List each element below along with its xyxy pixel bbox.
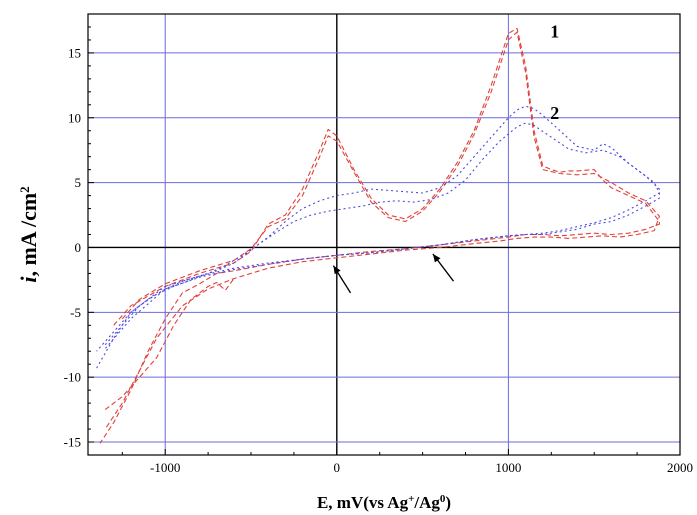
plot-frame	[87, 13, 681, 456]
series-line-3	[104, 278, 235, 411]
y-tick-label: 15	[68, 45, 81, 60]
y-tick-label: -15	[64, 435, 81, 450]
x-tick-label: 1000	[495, 460, 521, 475]
curve-label: 2	[550, 103, 559, 123]
arrow-head	[432, 254, 441, 263]
tick-labels: -1000 0 1000 2000 -15 -10 -5 0 5 10 15	[64, 45, 693, 475]
arrow-head	[333, 265, 341, 275]
series-line-2	[104, 31, 660, 430]
series-line-1	[99, 27, 660, 444]
y-axis-title: i, mA /cm2	[16, 186, 41, 282]
y-tick-label: -5	[70, 305, 81, 320]
series-line-4	[96, 105, 660, 369]
y-tick-label: 5	[75, 175, 82, 190]
data-series	[96, 27, 660, 444]
y-tick-label: -10	[64, 370, 81, 385]
annotations: 12	[332, 21, 559, 294]
x-axis-title: E, mV(vs Ag+/Ag0)	[317, 493, 451, 512]
curve-label: 1	[550, 21, 559, 41]
axis-ticks	[88, 26, 681, 455]
grid-lines	[88, 14, 680, 455]
x-tick-label: 2000	[667, 460, 693, 475]
x-tick-label: -1000	[150, 460, 180, 475]
y-tick-label: 0	[75, 240, 82, 255]
series-line-5	[104, 122, 660, 349]
x-tick-label: 0	[334, 460, 341, 475]
y-tick-label: 10	[68, 110, 81, 125]
